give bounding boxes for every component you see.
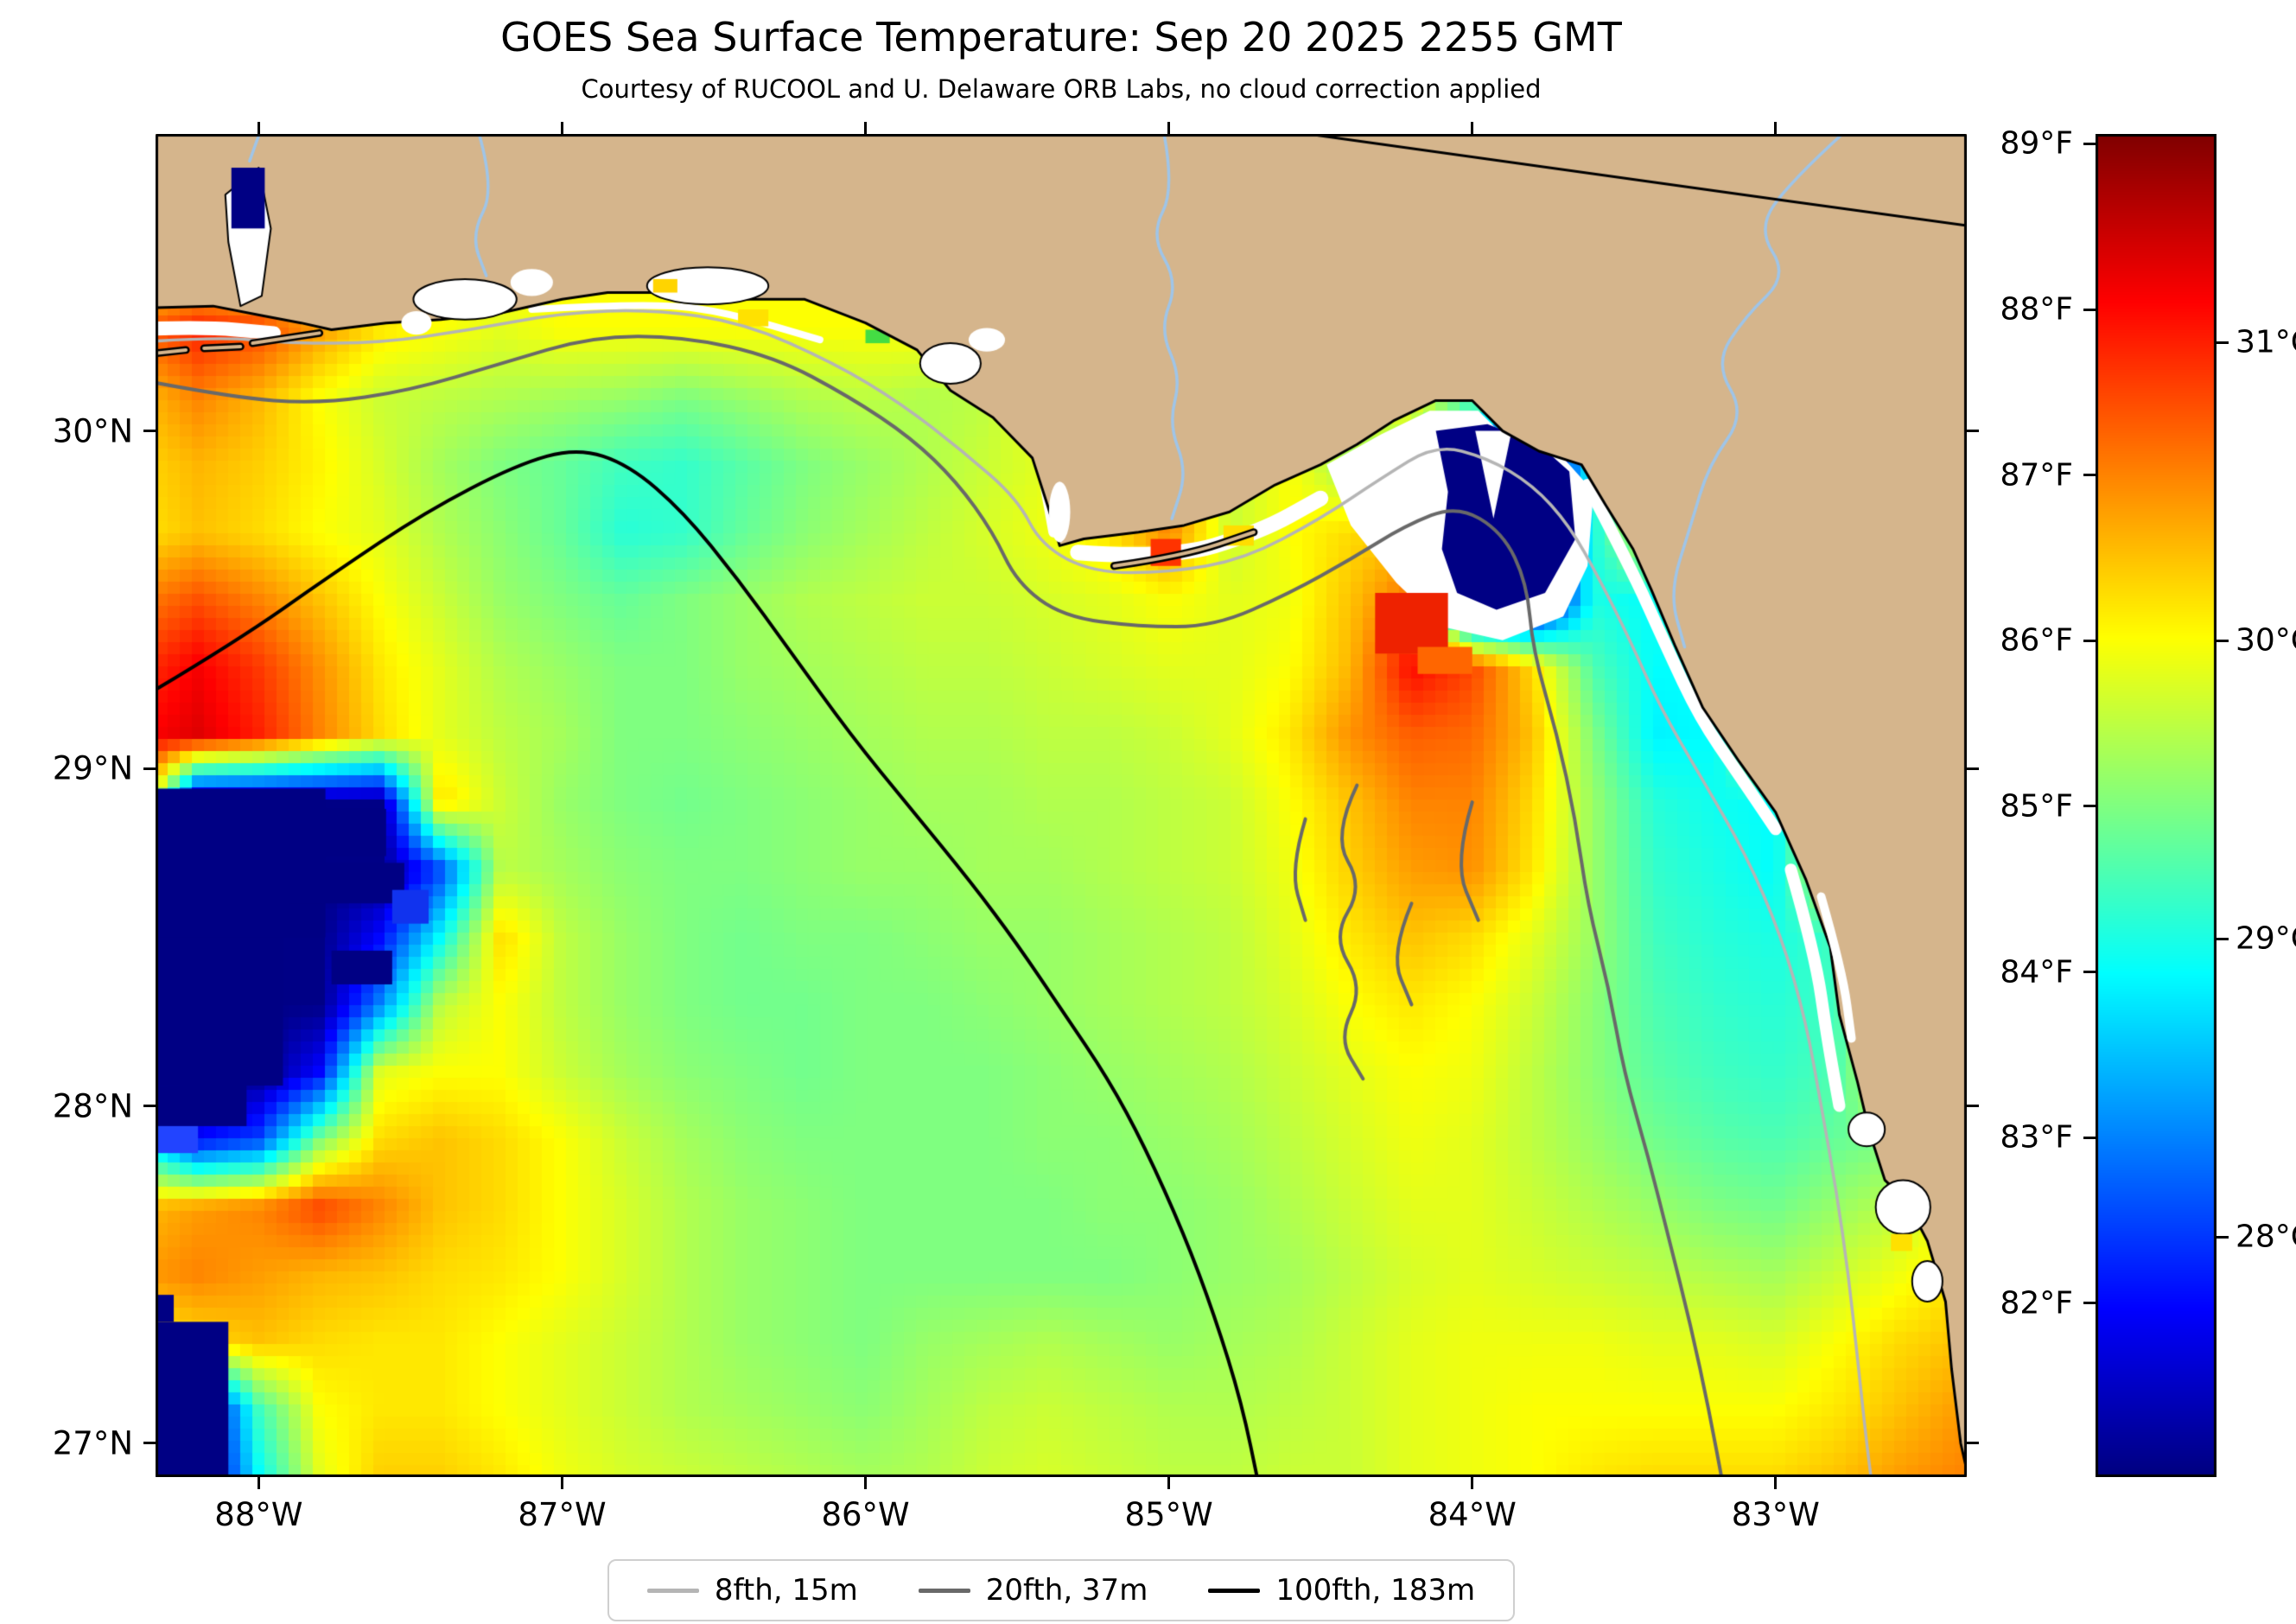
colorbar-f-tick xyxy=(2083,805,2096,808)
x-tick-label: 88°W xyxy=(214,1496,303,1533)
legend-item-8fth: 8fth, 15m xyxy=(646,1573,858,1608)
colorbar-c-label: 30°C xyxy=(2236,622,2296,659)
colorbar-f-label: 86°F xyxy=(2000,622,2073,659)
colorbar-c-tick xyxy=(2216,639,2229,642)
legend-line-swatch xyxy=(918,1588,970,1593)
colorbar-f-label: 89°F xyxy=(2000,125,2073,162)
colorbar-c-label: 29°C xyxy=(2236,920,2296,957)
sst-map-canvas xyxy=(156,134,1967,1477)
y-tick xyxy=(143,767,156,770)
legend-line-swatch xyxy=(1208,1588,1261,1593)
y-tick-right xyxy=(1967,1442,1979,1445)
x-tick xyxy=(257,1477,260,1489)
colorbar-canvas xyxy=(2096,134,2216,1477)
legend-line-swatch xyxy=(646,1588,699,1593)
x-tick-top xyxy=(1774,122,1778,134)
chart-subtitle: Courtesy of RUCOOL and U. Delaware ORB L… xyxy=(581,74,1542,104)
colorbar-f-label: 85°F xyxy=(2000,788,2073,825)
y-tick-label: 28°N xyxy=(52,1087,133,1124)
colorbar-f-tick xyxy=(2083,142,2096,145)
colorbar-c-tick xyxy=(2216,341,2229,344)
y-tick xyxy=(143,1442,156,1445)
colorbar-f-label: 88°F xyxy=(2000,291,2073,328)
x-tick xyxy=(560,1477,563,1489)
colorbar-c-tick xyxy=(2216,937,2229,940)
y-tick-label: 29°N xyxy=(52,749,133,787)
x-tick-top xyxy=(1471,122,1474,134)
x-tick xyxy=(1774,1477,1778,1489)
legend-item-100fth: 100fth, 183m xyxy=(1208,1573,1475,1608)
x-tick-label: 84°W xyxy=(1428,1496,1517,1533)
legend-label: 8fth, 15m xyxy=(714,1573,858,1608)
legend-label: 20fth, 37m xyxy=(985,1573,1148,1608)
colorbar-f-tick xyxy=(2083,1136,2096,1139)
colorbar-f-tick xyxy=(2083,474,2096,477)
chart-title: GOES Sea Surface Temperature: Sep 20 202… xyxy=(500,14,1622,61)
colorbar-c-tick xyxy=(2216,1235,2229,1239)
x-tick-label: 83°W xyxy=(1731,1496,1820,1533)
x-tick-label: 86°W xyxy=(821,1496,910,1533)
x-tick-top xyxy=(257,122,260,134)
colorbar-f-tick xyxy=(2083,308,2096,311)
x-tick xyxy=(864,1477,868,1489)
legend-label: 100fth, 183m xyxy=(1275,1573,1476,1608)
y-tick xyxy=(143,430,156,433)
x-tick-top xyxy=(560,122,563,134)
colorbar-f-label: 82°F xyxy=(2000,1285,2073,1321)
x-tick-top xyxy=(1167,122,1171,134)
legend-box: 8fth, 15m 20fth, 37m 100fth, 183m xyxy=(607,1559,1516,1621)
x-tick xyxy=(1167,1477,1171,1489)
y-tick-label: 30°N xyxy=(52,412,133,450)
x-tick xyxy=(1471,1477,1474,1489)
y-tick-right xyxy=(1967,1105,1979,1107)
legend: 8fth, 15m 20fth, 37m 100fth, 183m xyxy=(156,1559,1967,1621)
x-tick-label: 85°W xyxy=(1124,1496,1213,1533)
x-tick-label: 87°W xyxy=(518,1496,607,1533)
colorbar-f-tick xyxy=(2083,639,2096,642)
y-tick-right xyxy=(1967,430,1979,433)
x-tick-top xyxy=(864,122,868,134)
colorbar-f-label: 87°F xyxy=(2000,457,2073,494)
colorbar-f-tick xyxy=(2083,1302,2096,1305)
colorbar-c-label: 28°C xyxy=(2236,1219,2296,1255)
y-tick-right xyxy=(1967,767,1979,770)
colorbar-c-label: 31°C xyxy=(2236,324,2296,360)
colorbar-f-tick xyxy=(2083,971,2096,974)
colorbar-f-label: 84°F xyxy=(2000,954,2073,990)
legend-item-20fth: 20fth, 37m xyxy=(918,1573,1148,1608)
y-tick xyxy=(143,1105,156,1107)
y-tick-label: 27°N xyxy=(52,1424,133,1462)
colorbar-f-label: 83°F xyxy=(2000,1119,2073,1156)
